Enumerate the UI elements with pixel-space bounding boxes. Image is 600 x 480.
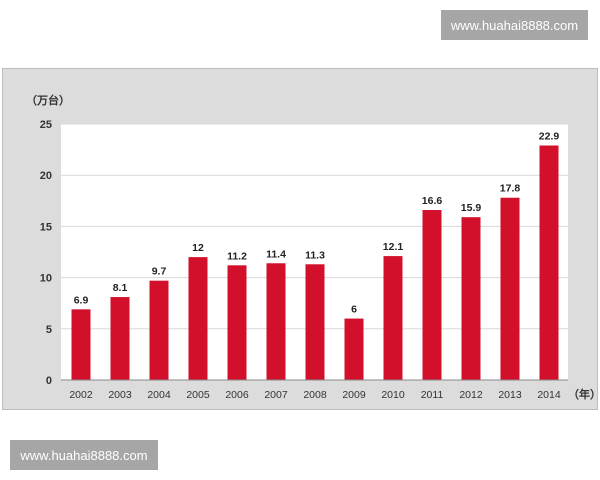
bar bbox=[227, 265, 247, 380]
data-label: 8.1 bbox=[113, 282, 128, 294]
bar bbox=[266, 263, 286, 380]
y-tick-label: 25 bbox=[40, 119, 52, 131]
x-tick-label: 2003 bbox=[108, 389, 132, 401]
data-label: 11.4 bbox=[266, 248, 286, 260]
x-tick-label: 2004 bbox=[147, 389, 171, 401]
data-label: 12.1 bbox=[383, 241, 404, 253]
x-tick-label: 2002 bbox=[69, 389, 93, 401]
y-tick-label: 10 bbox=[40, 273, 52, 285]
data-label: 11.3 bbox=[305, 249, 325, 261]
bar bbox=[149, 280, 169, 380]
bar bbox=[461, 217, 481, 380]
bar bbox=[188, 257, 208, 380]
bar bbox=[344, 318, 364, 380]
bar bbox=[110, 297, 130, 380]
bar bbox=[383, 256, 403, 380]
x-tick-label: 2006 bbox=[225, 389, 249, 401]
bar bbox=[539, 145, 559, 380]
watermark-bottom: www.huahai8888.com bbox=[10, 440, 158, 470]
data-label: 22.9 bbox=[539, 131, 560, 143]
x-tick-label: 2007 bbox=[264, 389, 288, 401]
y-tick-label: 20 bbox=[40, 170, 52, 182]
data-label: 15.9 bbox=[461, 202, 482, 214]
bar bbox=[500, 197, 520, 380]
y-axis-label: （万台） bbox=[26, 93, 70, 107]
x-tick-label: 2010 bbox=[381, 389, 405, 401]
data-label: 11.2 bbox=[227, 250, 247, 262]
bar bbox=[422, 210, 442, 380]
bar bbox=[71, 309, 91, 380]
y-tick-label: 5 bbox=[46, 324, 52, 336]
x-tick-label: 2005 bbox=[186, 389, 210, 401]
data-label: 9.7 bbox=[152, 266, 167, 278]
watermark-top: www.huahai8888.com bbox=[441, 10, 588, 40]
x-tick-label: 2014 bbox=[537, 389, 561, 401]
x-axis-label: （年） bbox=[568, 387, 600, 401]
x-tick-label: 2012 bbox=[459, 389, 483, 401]
y-tick-label: 0 bbox=[46, 375, 52, 387]
data-label: 6 bbox=[351, 304, 357, 316]
data-label: 6.9 bbox=[74, 294, 89, 306]
x-tick-label: 2013 bbox=[498, 389, 522, 401]
data-label: 16.6 bbox=[422, 195, 443, 207]
x-tick-label: 2008 bbox=[303, 389, 327, 401]
x-tick-label: 2009 bbox=[342, 389, 366, 401]
y-tick-label: 15 bbox=[40, 221, 52, 233]
data-label: 17.8 bbox=[500, 183, 521, 195]
bar bbox=[305, 264, 325, 380]
data-label: 12 bbox=[192, 242, 204, 254]
x-tick-label: 2011 bbox=[421, 389, 444, 401]
